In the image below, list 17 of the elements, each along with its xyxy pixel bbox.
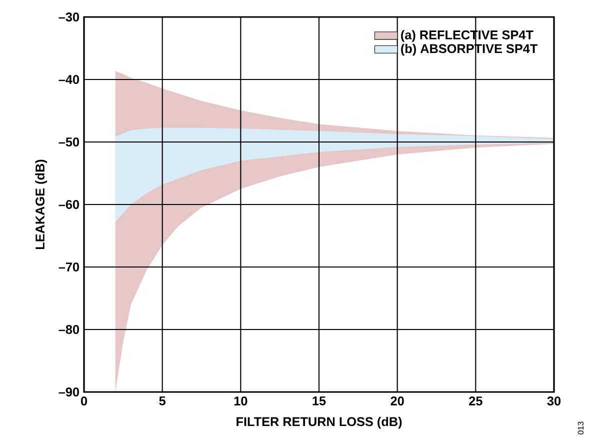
x-tick-label: 10 — [234, 396, 248, 406]
x-tick-label: 25 — [469, 396, 482, 406]
x-tick-label: 20 — [390, 396, 404, 406]
x-tick-label: 15 — [312, 396, 326, 406]
text: 013 — [578, 422, 584, 434]
y-axis-title: LEAKAGE (dB) — [35, 160, 48, 250]
x-tick-label: 0 — [80, 396, 88, 406]
y-tick-label: –70 — [58, 262, 79, 272]
y-tick-label: –30 — [58, 12, 79, 22]
x-axis-title: FILTER RETURN LOSS (dB) — [236, 416, 402, 429]
y-tick-label: –50 — [58, 138, 79, 146]
x-tick-label: 30 — [547, 396, 561, 406]
x-tick-label: 5 — [159, 396, 166, 406]
y-tick-label: –60 — [58, 200, 79, 209]
y-tick-label: –90 — [58, 388, 79, 396]
y-tick-label: –40 — [58, 75, 79, 84]
y-tick-label: –80 — [58, 325, 79, 334]
